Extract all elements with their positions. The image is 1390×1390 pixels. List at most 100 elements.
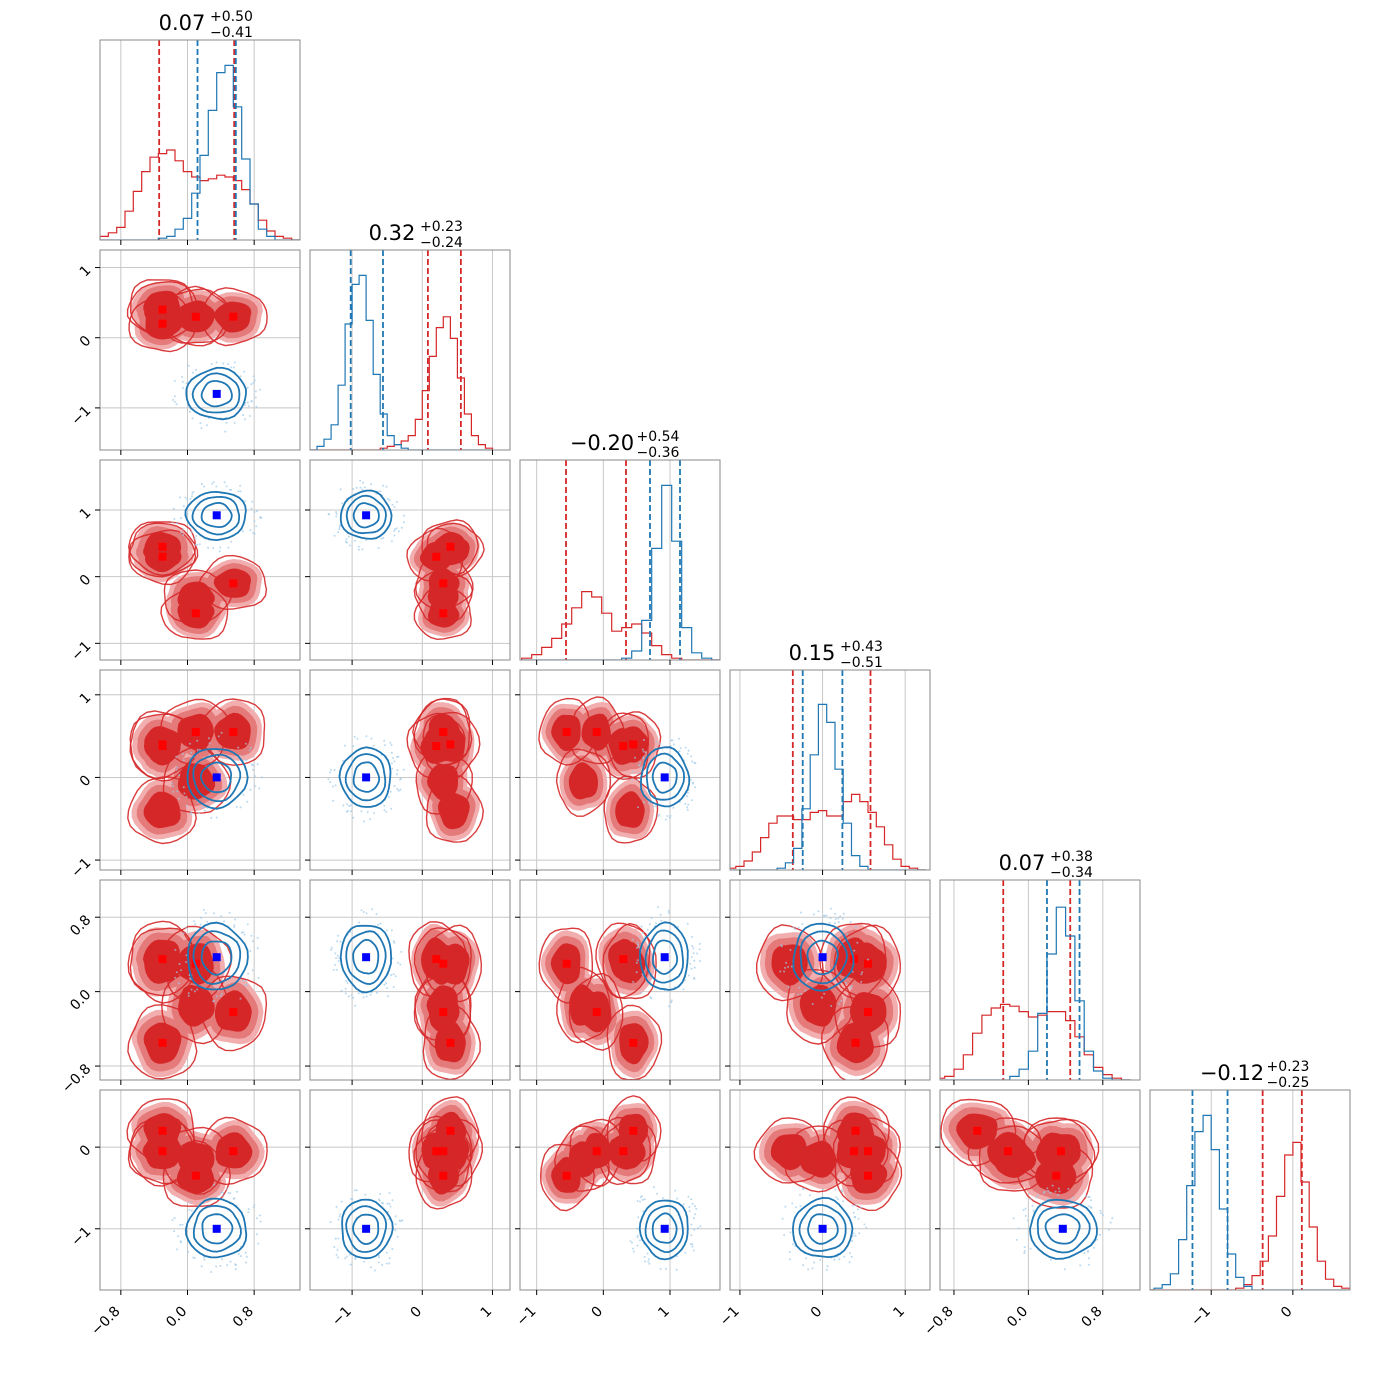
- contour-red-5: [415, 746, 473, 815]
- scatter-blue-20: [185, 954, 188, 957]
- scatter-blue-34: [221, 1194, 224, 1197]
- contour-blue-2: [806, 939, 839, 976]
- scatter-blue-33: [237, 746, 240, 749]
- scatter-blue-8: [344, 987, 347, 990]
- scatter-blue-46: [232, 1197, 235, 1200]
- scatter-blue-55: [636, 1244, 639, 1247]
- scatter-blue-44: [684, 746, 687, 749]
- scatter-blue-13: [340, 989, 343, 992]
- scatter-blue-6: [336, 954, 339, 957]
- scatter-blue-18: [791, 1243, 794, 1246]
- scatter-blue-31: [690, 1223, 693, 1226]
- scatter-blue-19: [804, 989, 807, 992]
- contour-blue-0: [791, 1196, 854, 1259]
- scatter-blue-54: [656, 1192, 659, 1195]
- panel-2-1: [305, 459, 511, 665]
- scatter-blue-28: [220, 1191, 223, 1194]
- scatter-blue-57: [339, 488, 342, 491]
- scatter-blue-6: [695, 1207, 698, 1210]
- x-tick-label-0-2: 0.8: [230, 1304, 257, 1331]
- marker-red-2: [191, 609, 200, 618]
- histogram-red-5: [1150, 1141, 1350, 1290]
- scatter-blue-9: [234, 918, 236, 921]
- contour-blue-0: [185, 1197, 248, 1259]
- contour-blue-0: [186, 748, 249, 810]
- panel-3-0: −1 0 1: [68, 669, 301, 881]
- scatter-blue-28: [388, 1202, 391, 1205]
- marker-blue: [660, 1224, 669, 1233]
- scatter-blue-53: [1087, 1249, 1090, 1252]
- scatter-blue-38: [347, 535, 350, 538]
- scatter-blue-24: [830, 1005, 833, 1007]
- scatter-blue-32: [228, 912, 231, 914]
- scatter-blue-53: [183, 792, 186, 795]
- scatter-blue-30: [854, 1204, 857, 1207]
- scatter-blue-29: [182, 932, 185, 935]
- marker-blue: [660, 953, 669, 962]
- marker-blue: [818, 1224, 827, 1233]
- scatter-blue-49: [1058, 1190, 1061, 1193]
- panel-4-4-content: [940, 880, 1131, 1080]
- panel-5-3-content: [730, 1090, 930, 1290]
- scatter-blue-56: [1024, 1207, 1027, 1210]
- scatter-blue-1: [1029, 1247, 1032, 1250]
- param-title-2: −0.20: [570, 431, 634, 455]
- scatter-blue-27: [692, 952, 695, 955]
- scatter-blue-10: [1087, 1263, 1090, 1266]
- scatter-blue-0: [841, 917, 844, 920]
- marker-blue: [212, 511, 221, 520]
- scatter-blue-19: [385, 929, 388, 932]
- contour-red-4: [127, 927, 196, 1004]
- contour-red-3: [415, 1119, 474, 1187]
- scatter-blue-34: [352, 488, 355, 490]
- scatter-blue-43: [225, 1187, 228, 1190]
- histogram-blue-4: [940, 906, 1131, 1080]
- contour-red-5: [786, 968, 855, 1045]
- scatter-blue-31: [330, 948, 332, 951]
- histogram-blue-2: [521, 484, 720, 660]
- scatter-blue-4: [222, 362, 225, 365]
- scatter-blue-31: [245, 759, 248, 762]
- scatter-blue-48: [193, 990, 196, 993]
- scatter-blue-24: [259, 1220, 262, 1223]
- scatter-blue-25: [334, 784, 337, 787]
- scatter-blue-21: [176, 1248, 179, 1251]
- scatter-blue-51: [636, 779, 639, 782]
- scatter-blue-1: [637, 772, 640, 775]
- contour-red-3: [415, 555, 474, 611]
- scatter-blue-57: [1043, 1190, 1046, 1193]
- scatter-blue-54: [245, 1255, 248, 1258]
- contour-red-1: [406, 712, 466, 781]
- scatter-blue-11: [779, 970, 782, 973]
- scatter-blue-0: [660, 919, 663, 922]
- y-tick-label-4-0: −0.8: [59, 1061, 94, 1096]
- scatter-blue-51: [637, 945, 640, 948]
- contour-blue-1: [192, 930, 242, 986]
- scatter-blue-56: [632, 980, 635, 983]
- scatter-blue-26: [647, 1258, 650, 1261]
- scatter-blue-11: [332, 968, 335, 971]
- contour-red-2: [539, 1143, 595, 1212]
- scatter-blue-43: [330, 768, 332, 771]
- density-red-level2-5: [568, 762, 598, 800]
- scatter-blue-50: [377, 923, 380, 926]
- scatter-blue-21: [389, 790, 392, 793]
- scatter-blue-6: [257, 1242, 260, 1245]
- scatter-blue-37: [691, 1245, 694, 1248]
- density-red-level2-4: [1036, 1132, 1078, 1170]
- scatter-blue-3: [212, 481, 215, 483]
- contour-red-5: [163, 569, 233, 625]
- scatter-blue-28: [1095, 1238, 1098, 1241]
- scatter-blue-0: [655, 805, 657, 808]
- scatter-blue-14: [188, 1208, 191, 1211]
- scatter-blue-19: [698, 942, 701, 945]
- marker-red-0: [973, 1126, 982, 1135]
- scatter-blue-33: [835, 1196, 838, 1199]
- scatter-blue-11: [382, 484, 384, 487]
- param-title-minus-4: −0.34: [1050, 865, 1093, 881]
- scatter-blue-41: [393, 785, 396, 788]
- panel-1-0-frame: [99, 249, 301, 451]
- scatter-blue-1: [644, 1260, 647, 1263]
- scatter-blue-18: [344, 540, 347, 543]
- scatter-blue-3: [860, 980, 863, 983]
